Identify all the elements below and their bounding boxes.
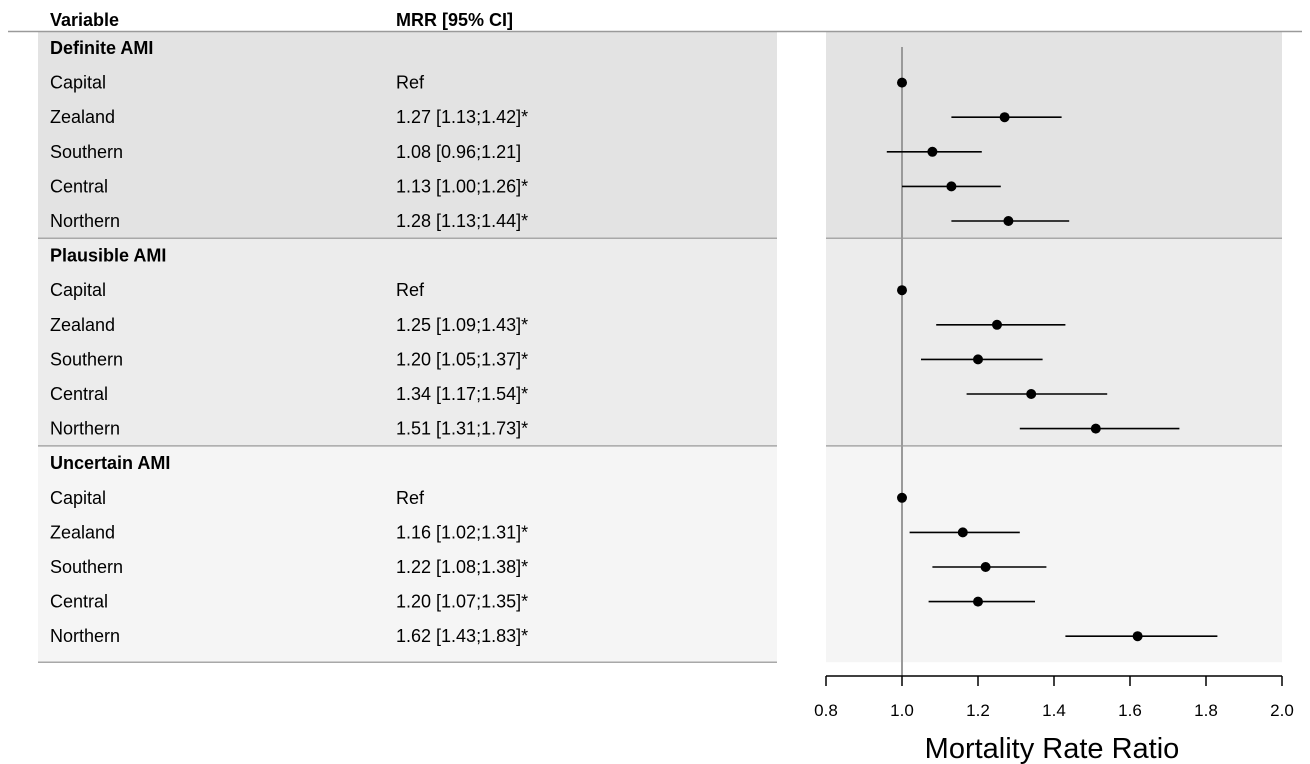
row-label: Central: [50, 592, 108, 612]
row-label: Capital: [50, 73, 106, 93]
row-mrr: Ref: [396, 73, 425, 93]
x-tick-label: 1.6: [1118, 701, 1142, 720]
column-header-mrr: MRR [95% CI]: [396, 10, 513, 30]
estimate-point: [927, 146, 938, 157]
row-mrr: 1.20 [1.07;1.35]*: [396, 592, 528, 612]
plot-area: [886, 47, 1218, 676]
column-header-variable: Variable: [50, 10, 119, 30]
row-mrr: 1.16 [1.02;1.31]*: [396, 522, 528, 542]
row-label: Southern: [50, 557, 123, 577]
estimate-point: [980, 562, 991, 572]
row-label: Zealand: [50, 522, 115, 542]
x-tick-label: 1.8: [1194, 701, 1218, 720]
table-band: [38, 31, 777, 239]
estimate-point: [992, 319, 1002, 330]
estimate-point: [957, 527, 968, 538]
row-mrr: 1.13 [1.00;1.26]*: [396, 176, 528, 196]
row-label: Central: [50, 176, 108, 196]
group-bands: [38, 31, 1282, 663]
row-label: Capital: [50, 280, 106, 300]
plot-band: [826, 445, 1282, 663]
x-axis-title: Mortality Rate Ratio: [925, 733, 1180, 764]
row-mrr: 1.20 [1.05;1.37]*: [396, 349, 528, 369]
plot-band: [826, 238, 1282, 446]
row-mrr: Ref: [396, 488, 425, 508]
x-tick-label: 2.0: [1270, 701, 1294, 720]
row-label: Southern: [50, 349, 123, 369]
table-body: Definite AMI Capital Ref Zealand 1.27 [1.13;…: [50, 38, 528, 646]
estimate-point: [999, 112, 1010, 123]
estimate-point: [973, 354, 983, 365]
x-tick-label: 0.8: [814, 701, 838, 720]
estimate-point: [897, 77, 907, 88]
row-label: Northern: [50, 419, 120, 439]
row-mrr: 1.62 [1.43;1.83]*: [396, 626, 528, 646]
row-mrr: 1.08 [0.96;1.21]: [396, 142, 521, 162]
group-title: Uncertain AMI: [50, 453, 170, 473]
row-mrr: 1.25 [1.09;1.43]*: [396, 315, 528, 335]
row-mrr: 1.22 [1.08;1.38]*: [396, 557, 528, 577]
row-mrr: 1.28 [1.13;1.44]*: [396, 211, 528, 231]
x-tick-label: 1.0: [890, 701, 914, 720]
estimate-point: [946, 181, 957, 192]
estimate-point: [1132, 631, 1143, 642]
row-mrr: 1.34 [1.17;1.54]*: [396, 384, 528, 404]
estimate-point: [1090, 423, 1101, 434]
table-header: Variable MRR [95% CI]: [50, 10, 513, 30]
group-title: Definite AMI: [50, 38, 153, 58]
row-label: Northern: [50, 626, 120, 646]
row-mrr: Ref: [396, 280, 425, 300]
estimate-point: [973, 596, 983, 607]
row-label: Zealand: [50, 315, 115, 335]
row-mrr: 1.51 [1.31;1.73]*: [396, 419, 528, 439]
row-label: Zealand: [50, 107, 115, 127]
row-label: Capital: [50, 488, 106, 508]
row-label: Central: [50, 384, 108, 404]
row-label: Southern: [50, 142, 123, 162]
group-title: Plausible AMI: [50, 246, 166, 266]
table-band: [38, 445, 777, 663]
x-axis: 0.8 1.0 1.2 1.4 1.6 1.8 2.0: [814, 675, 1294, 720]
row-mrr: 1.27 [1.13;1.42]*: [396, 107, 528, 127]
estimate-point: [897, 492, 907, 503]
plot-band: [826, 31, 1282, 239]
estimate-point: [897, 285, 907, 296]
estimate-point: [1026, 389, 1037, 399]
table-band: [38, 238, 777, 446]
row-label: Northern: [50, 211, 120, 231]
x-tick-label: 1.4: [1042, 701, 1066, 720]
x-tick-label: 1.2: [966, 701, 990, 720]
estimate-point: [1003, 216, 1014, 226]
